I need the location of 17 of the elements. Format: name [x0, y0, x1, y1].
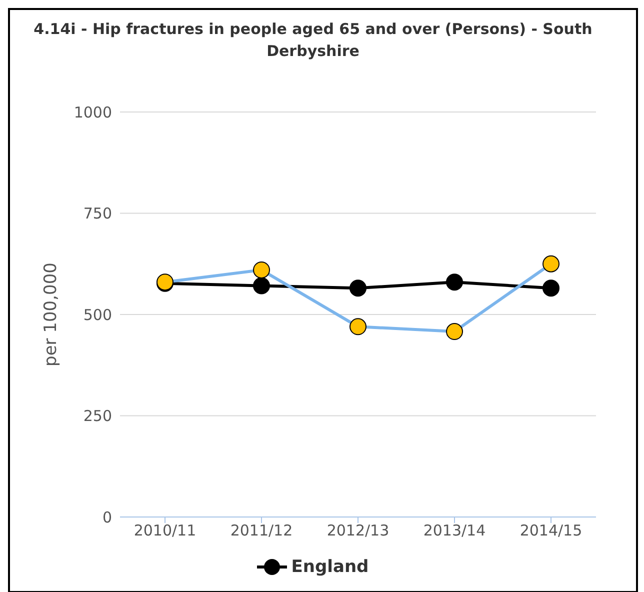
x-tick-label: 2012/13: [326, 522, 390, 540]
legend-label: England: [290, 557, 369, 577]
point: [542, 280, 560, 297]
point: [446, 274, 463, 291]
point: [350, 280, 366, 297]
chart-title: 4.14i - Hip fractures in people aged 65 and over (Persons) - South Derbyshire: [32, 19, 594, 62]
x-tick-label: 2010/11: [134, 522, 196, 540]
y-tick-label: 250: [83, 407, 112, 426]
y-tick-label: 1000: [74, 103, 112, 122]
x-tick-label: 2013/14: [423, 522, 486, 540]
y-tick-label: 750: [83, 204, 112, 223]
y-tick-label: 500: [83, 306, 112, 324]
y-axis-title: per 100,000: [41, 262, 62, 366]
x-tick-label: 2011/12: [230, 522, 293, 540]
x-tick-label: 2014/15: [520, 522, 582, 540]
y-tick-label: 0: [102, 508, 112, 526]
point: [253, 277, 270, 294]
